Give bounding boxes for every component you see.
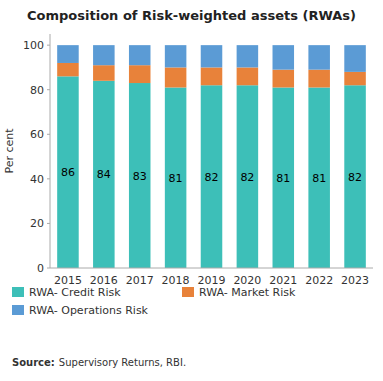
bar-segment xyxy=(273,87,295,268)
bar-segment xyxy=(273,45,295,70)
bar-segment xyxy=(129,45,151,65)
x-tick-label: 2023 xyxy=(341,274,369,287)
chart: Composition of Risk-weighted assets (RWA… xyxy=(0,0,383,381)
bar-segment xyxy=(57,63,79,76)
data-label: 86 xyxy=(61,166,75,179)
bar-segment xyxy=(129,65,151,83)
bar-segment xyxy=(237,85,259,268)
bar-segment xyxy=(237,67,259,85)
y-tick-label: 100 xyxy=(23,39,44,52)
y-tick-label: 0 xyxy=(37,262,44,275)
legend-swatch xyxy=(12,287,24,297)
x-axis xyxy=(50,268,373,269)
data-label: 81 xyxy=(312,172,326,185)
bar-segment xyxy=(344,45,366,72)
bar-segment xyxy=(57,45,79,63)
legend-swatch xyxy=(182,287,194,297)
bar-segment xyxy=(165,87,187,268)
source: Source: Supervisory Returns, RBI. xyxy=(12,357,186,368)
y-tick-label: 60 xyxy=(30,128,44,141)
bar-segment xyxy=(237,45,259,67)
bar-segment xyxy=(93,81,115,268)
bar-segment xyxy=(201,67,223,85)
annotation: Source: xyxy=(12,357,55,368)
y-axis xyxy=(50,34,51,268)
bar-segment xyxy=(165,67,187,87)
data-label: 84 xyxy=(97,168,111,181)
y-label: Per cent xyxy=(3,128,16,174)
bar-segment xyxy=(165,45,187,67)
legend-label: RWA- Operations Risk xyxy=(29,304,149,317)
legend-label: RWA- Credit Risk xyxy=(29,286,121,299)
x-tick-label: 2022 xyxy=(305,274,333,287)
bar-segment xyxy=(273,70,295,88)
bar-segment xyxy=(201,85,223,268)
bar-segment xyxy=(308,70,330,88)
bars xyxy=(57,45,366,268)
annotation: Supervisory Returns, RBI. xyxy=(59,357,186,368)
y-tick-label: 40 xyxy=(30,173,44,186)
data-label: 82 xyxy=(205,171,219,184)
legend-label: RWA- Market Risk xyxy=(199,286,296,299)
bar-segment xyxy=(93,45,115,65)
data-label: 83 xyxy=(133,170,147,183)
bar-segment xyxy=(57,76,79,268)
bar-segment xyxy=(344,72,366,85)
bar-segment xyxy=(308,45,330,70)
y-tick-label: 80 xyxy=(30,84,44,97)
bar-segment xyxy=(308,87,330,268)
y-tick-label: 20 xyxy=(30,217,44,230)
data-label: 82 xyxy=(348,171,362,184)
x-tick-label: 2018 xyxy=(162,274,190,287)
bar-segment xyxy=(201,45,223,67)
bar-segment xyxy=(344,85,366,268)
data-label: 81 xyxy=(169,172,183,185)
title: Composition of Risk-weighted assets (RWA… xyxy=(27,8,356,23)
data-label: 81 xyxy=(276,172,290,185)
data-label: 82 xyxy=(240,171,254,184)
bar-segment xyxy=(129,83,151,268)
legend-swatch xyxy=(12,305,24,315)
bar-segment xyxy=(93,65,115,81)
x-tick-label: 2017 xyxy=(126,274,154,287)
